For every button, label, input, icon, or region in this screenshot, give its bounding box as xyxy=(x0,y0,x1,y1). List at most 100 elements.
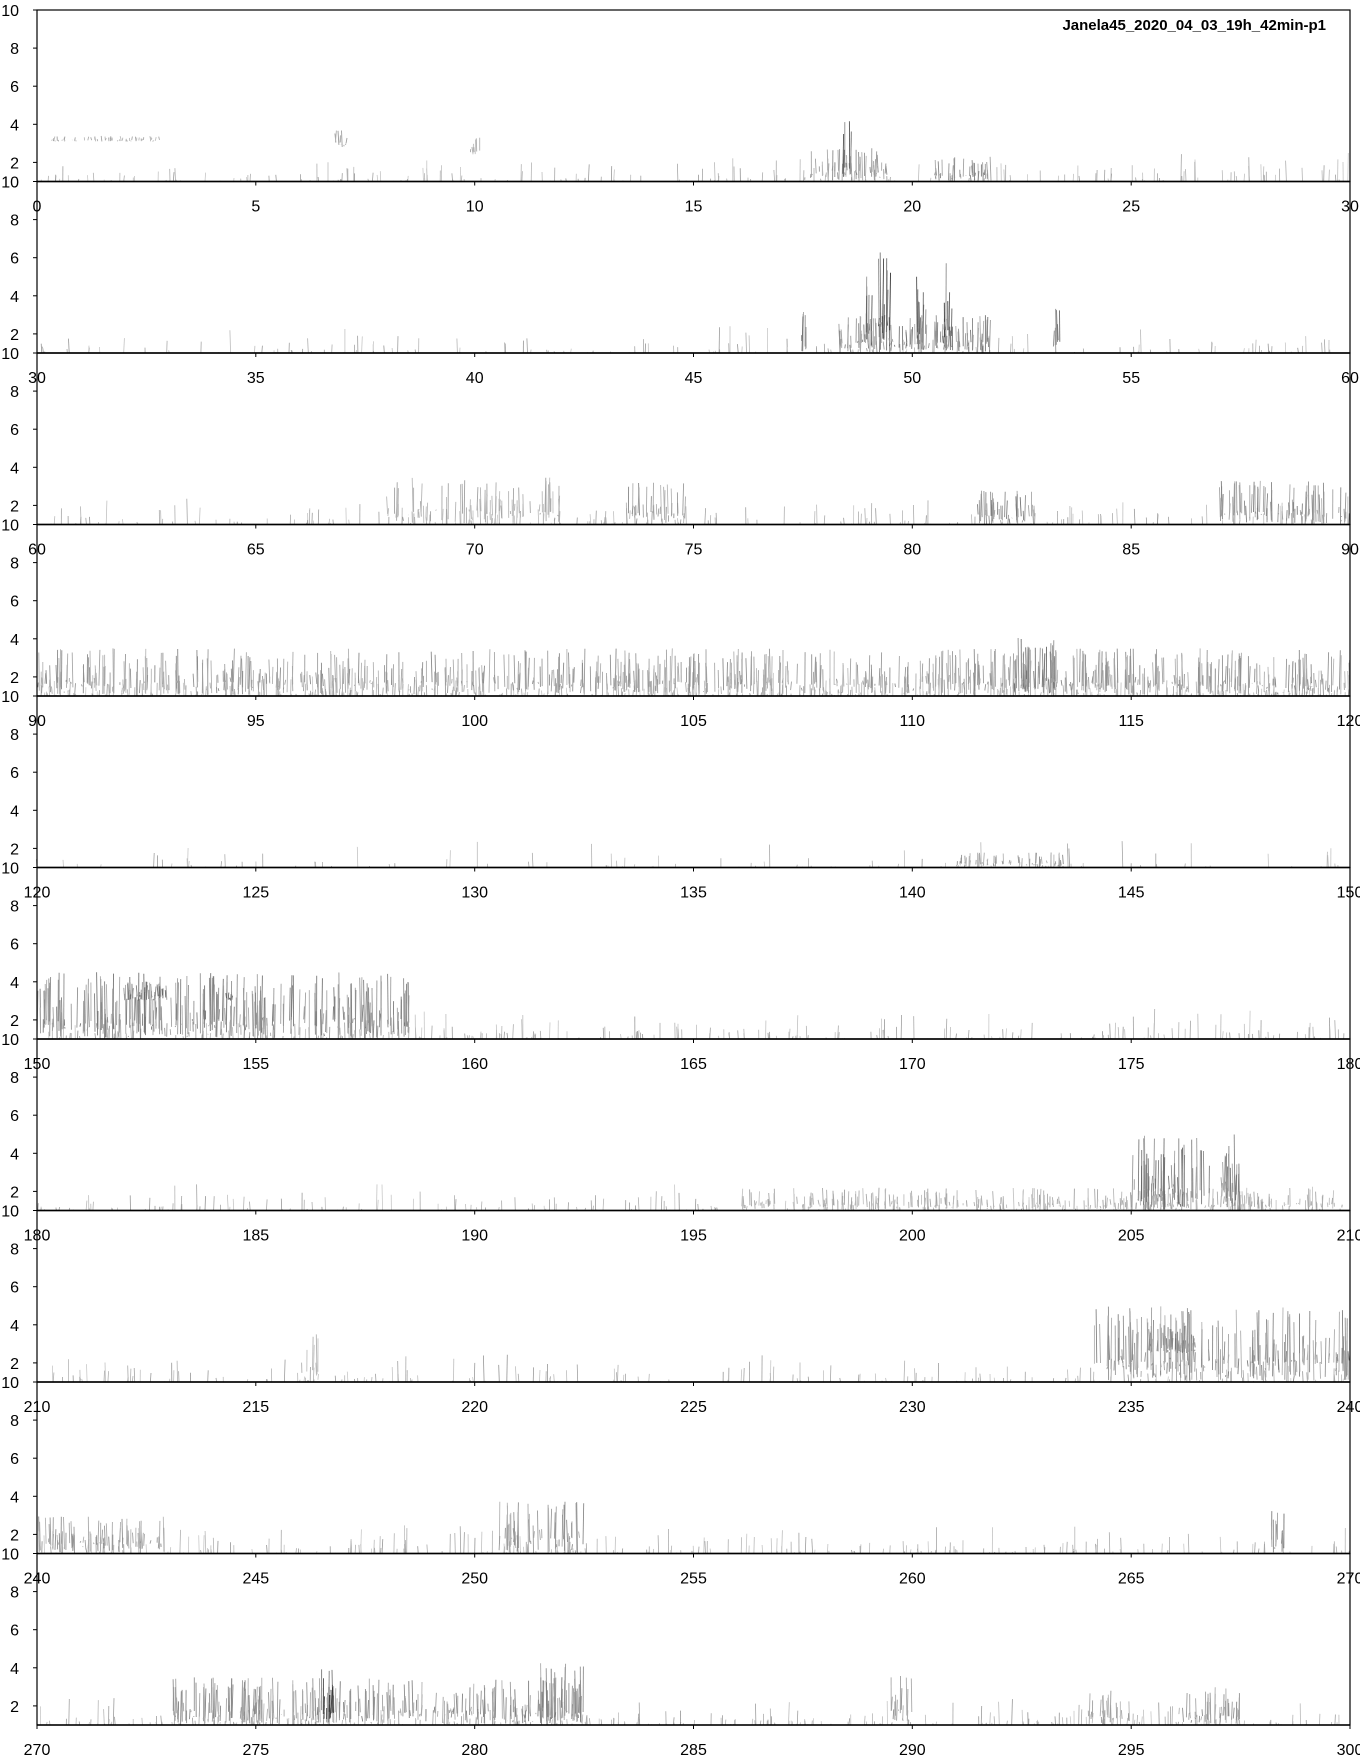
noise-stroke xyxy=(513,515,516,525)
noise-stroke xyxy=(805,1025,808,1040)
event-stroke xyxy=(1286,510,1288,521)
noise-stroke xyxy=(1264,1541,1266,1554)
noise-stroke xyxy=(1211,1204,1213,1211)
noise-stroke xyxy=(459,511,461,525)
event-stroke xyxy=(922,304,925,328)
event-stroke xyxy=(1114,1202,1117,1210)
event-stroke xyxy=(1192,1338,1195,1351)
event-stroke xyxy=(1312,1340,1315,1381)
event-stroke xyxy=(599,663,602,683)
event-stroke xyxy=(1181,1149,1183,1207)
event-stroke xyxy=(1253,481,1255,513)
event-stroke xyxy=(1223,1341,1226,1364)
event-stroke xyxy=(271,666,274,685)
y-tick-label: 8 xyxy=(10,899,19,916)
event-stroke xyxy=(1187,1204,1190,1208)
event-stroke xyxy=(1147,685,1150,688)
event-stroke xyxy=(1146,1322,1149,1370)
event-stroke xyxy=(337,1026,339,1028)
x-tick-label: 180 xyxy=(1337,1056,1360,1073)
event-stroke xyxy=(890,324,893,342)
event-stroke xyxy=(158,994,160,996)
noise-stroke xyxy=(1347,152,1349,182)
event-stroke xyxy=(376,1025,379,1039)
noise-stroke xyxy=(261,345,263,354)
event-stroke xyxy=(1085,1205,1087,1207)
event-stroke xyxy=(1015,496,1018,517)
noise-stroke xyxy=(539,1369,541,1383)
noise-stroke xyxy=(1254,1542,1256,1554)
event-stroke xyxy=(1045,860,1048,864)
event-stroke xyxy=(1121,1200,1124,1205)
event-stroke xyxy=(206,658,209,695)
event-stroke xyxy=(942,335,945,344)
event-stroke xyxy=(1070,681,1072,691)
noise-stroke xyxy=(391,1030,393,1040)
x-tick-label: 165 xyxy=(680,1056,707,1073)
noise-stroke xyxy=(576,1364,579,1383)
event-stroke xyxy=(629,659,631,684)
event-stroke xyxy=(94,137,96,141)
x-tick-label: 195 xyxy=(680,1228,707,1245)
event-stroke xyxy=(1305,496,1307,522)
event-stroke xyxy=(1128,1326,1130,1365)
x-tick-label: 225 xyxy=(680,1399,707,1416)
event-stroke xyxy=(1309,685,1312,691)
event-stroke xyxy=(944,1197,946,1205)
event-stroke xyxy=(1002,1196,1005,1210)
event-stroke xyxy=(1038,661,1040,678)
noise-stroke xyxy=(1020,1029,1022,1040)
event-stroke xyxy=(573,667,575,683)
event-stroke xyxy=(1293,685,1296,690)
noise-stroke xyxy=(1321,342,1323,354)
event-stroke xyxy=(90,137,93,141)
noise-stroke xyxy=(199,507,201,525)
event-stroke xyxy=(1276,692,1279,694)
x-tick-label: 220 xyxy=(461,1399,488,1416)
event-stroke xyxy=(1148,1338,1150,1351)
event-stroke xyxy=(986,681,989,685)
event-stroke xyxy=(558,495,561,522)
event-stroke xyxy=(973,649,976,691)
x-tick-label: 120 xyxy=(1337,713,1360,730)
event-stroke xyxy=(874,318,877,345)
event-stroke xyxy=(315,672,318,685)
event-stroke xyxy=(102,1024,105,1034)
noise-stroke xyxy=(1171,1361,1173,1383)
event-stroke xyxy=(101,1529,104,1544)
event-stroke xyxy=(1264,1370,1267,1381)
event-stroke xyxy=(866,323,869,343)
event-stroke xyxy=(1120,1355,1123,1361)
noise-stroke xyxy=(1347,670,1349,697)
event-stroke xyxy=(963,684,965,690)
event-stroke xyxy=(745,658,748,689)
noise-stroke xyxy=(1296,674,1298,697)
event-stroke xyxy=(54,1529,57,1550)
x-tick-label: 105 xyxy=(680,713,707,730)
noise-stroke xyxy=(80,506,82,525)
event-stroke xyxy=(1099,682,1101,690)
event-stroke xyxy=(726,662,728,687)
noise-stroke xyxy=(503,1546,505,1554)
noise-stroke xyxy=(1327,855,1329,868)
event-stroke xyxy=(1149,1332,1151,1351)
event-stroke xyxy=(1319,1361,1321,1379)
event-stroke xyxy=(879,176,881,179)
noise-stroke xyxy=(459,1526,462,1554)
noise-stroke xyxy=(179,1529,181,1554)
event-stroke xyxy=(977,1196,979,1206)
event-stroke xyxy=(1325,680,1327,690)
event-stroke xyxy=(1187,672,1190,693)
noise-stroke xyxy=(92,1201,94,1211)
event-stroke xyxy=(352,1018,354,1024)
noise-stroke xyxy=(676,1026,678,1040)
event-stroke xyxy=(525,651,527,690)
event-stroke xyxy=(138,137,140,141)
event-stroke xyxy=(137,992,140,1001)
noise-stroke xyxy=(425,516,427,525)
noise-stroke xyxy=(788,1028,791,1040)
event-stroke xyxy=(823,1200,825,1208)
noise-stroke xyxy=(40,343,43,354)
event-stroke xyxy=(875,159,877,177)
